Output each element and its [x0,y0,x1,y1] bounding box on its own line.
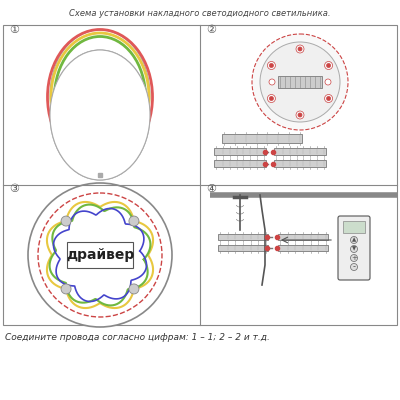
Ellipse shape [50,30,150,160]
Text: ①: ① [9,25,19,35]
Text: ④: ④ [206,184,216,194]
Bar [218,245,268,251]
Circle shape [350,264,358,270]
Circle shape [350,254,358,262]
Bar [214,160,266,167]
Bar [343,221,365,233]
Circle shape [129,284,139,294]
Circle shape [28,183,172,327]
Bar [214,148,266,155]
Bar [222,134,302,143]
Circle shape [298,47,302,51]
Text: Схема установки накладного светодиодного светильника.: Схема установки накладного светодиодного… [69,10,331,18]
Bar [274,148,326,155]
Text: -: - [352,262,356,272]
Circle shape [268,94,276,102]
Text: Соедините провода согласно цифрам: 1 – 1; 2 – 2 и т.д.: Соедините провода согласно цифрам: 1 – 1… [5,333,270,342]
Circle shape [268,62,276,70]
Circle shape [269,79,275,85]
Text: ▲: ▲ [352,238,356,242]
Bar [278,245,328,251]
Circle shape [296,111,304,119]
Bar [274,160,326,167]
Bar [218,234,268,240]
Circle shape [129,216,139,226]
Bar [3,25,397,325]
Circle shape [61,284,71,294]
Ellipse shape [50,50,150,180]
Text: +: + [351,255,357,261]
Circle shape [350,236,358,244]
Text: ③: ③ [9,184,19,194]
Circle shape [296,45,304,53]
Text: ②: ② [206,25,216,35]
Circle shape [270,64,274,68]
Bar [278,234,328,240]
Circle shape [324,62,332,70]
Circle shape [325,79,331,85]
Circle shape [252,34,348,130]
Circle shape [350,246,358,252]
Circle shape [270,96,274,100]
Bar [278,76,322,88]
FancyBboxPatch shape [338,216,370,280]
Text: ▼: ▼ [352,246,356,252]
Circle shape [61,216,71,226]
Text: драйвер: драйвер [66,248,134,262]
Circle shape [326,64,330,68]
Circle shape [260,42,340,122]
Circle shape [298,113,302,117]
FancyBboxPatch shape [67,242,133,268]
Circle shape [324,94,332,102]
Circle shape [326,96,330,100]
Ellipse shape [50,50,150,180]
